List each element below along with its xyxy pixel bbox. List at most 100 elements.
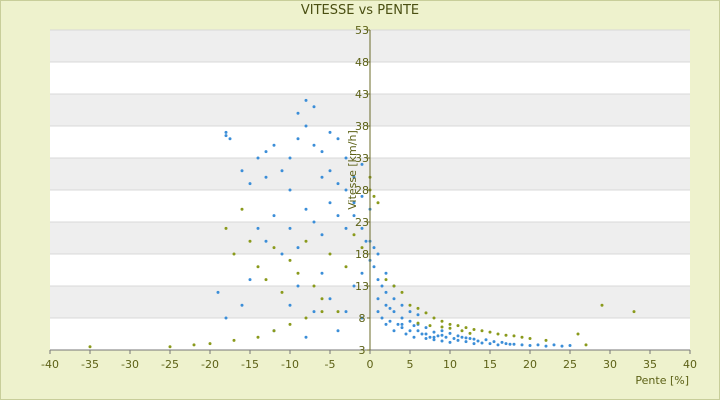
point-series-2 — [480, 329, 484, 333]
point-series-1 — [320, 175, 324, 179]
point-series-1 — [280, 169, 284, 173]
point-series-1 — [224, 134, 228, 138]
point-series-2 — [428, 324, 432, 328]
point-series-1 — [560, 344, 564, 348]
point-series-1 — [504, 342, 508, 346]
point-series-2 — [432, 316, 436, 320]
point-series-1 — [272, 143, 276, 147]
point-series-1 — [228, 137, 232, 141]
point-series-1 — [360, 194, 364, 198]
y-tick-label: 38 — [355, 120, 369, 133]
point-series-2 — [280, 290, 284, 294]
y-tick-label: 48 — [355, 56, 369, 69]
point-series-1 — [460, 335, 464, 339]
point-series-2 — [272, 329, 276, 333]
point-series-1 — [388, 319, 392, 323]
point-series-1 — [400, 322, 404, 326]
point-series-1 — [288, 188, 292, 192]
point-series-1 — [440, 329, 444, 333]
point-series-1 — [456, 338, 460, 342]
point-series-2 — [336, 310, 340, 314]
point-series-1 — [296, 246, 300, 250]
point-series-1 — [312, 143, 316, 147]
y-tick-label: 23 — [355, 216, 369, 229]
point-series-2 — [304, 239, 308, 243]
y-tick-label: 28 — [355, 184, 369, 197]
point-series-2 — [88, 345, 92, 349]
y-axis-label: Vitesse [km/h] — [346, 130, 359, 210]
point-series-1 — [488, 342, 492, 346]
point-series-1 — [508, 342, 512, 346]
point-series-1 — [248, 182, 252, 186]
x-tick-label: -30 — [121, 358, 139, 371]
x-tick-label: 10 — [443, 358, 457, 371]
y-tick-label: 43 — [355, 88, 369, 101]
point-series-1 — [448, 340, 452, 344]
point-series-1 — [344, 188, 348, 192]
point-series-1 — [360, 226, 364, 230]
point-series-1 — [424, 326, 428, 330]
point-series-1 — [412, 335, 416, 339]
point-series-1 — [384, 322, 388, 326]
point-series-2 — [264, 278, 268, 282]
point-series-1 — [384, 271, 388, 275]
point-series-1 — [248, 278, 252, 282]
point-series-1 — [352, 214, 356, 218]
point-series-1 — [296, 284, 300, 288]
point-series-2 — [504, 333, 508, 337]
point-series-2 — [488, 330, 492, 334]
point-series-2 — [376, 201, 380, 205]
point-series-1 — [428, 335, 432, 339]
point-series-1 — [360, 162, 364, 166]
point-series-1 — [392, 329, 396, 333]
point-series-1 — [272, 214, 276, 218]
point-series-1 — [364, 239, 368, 243]
point-series-1 — [512, 342, 516, 346]
point-series-1 — [496, 343, 500, 347]
point-series-1 — [320, 150, 324, 154]
point-series-1 — [312, 310, 316, 314]
x-tick-label: -15 — [241, 358, 259, 371]
point-series-1 — [500, 340, 504, 344]
point-series-2 — [448, 322, 452, 326]
point-series-2 — [288, 258, 292, 262]
point-series-1 — [436, 334, 440, 338]
point-series-2 — [460, 329, 464, 333]
point-series-1 — [264, 175, 268, 179]
point-series-2 — [312, 284, 316, 288]
point-series-1 — [424, 332, 428, 336]
point-series-1 — [304, 207, 308, 211]
point-series-2 — [440, 319, 444, 323]
point-series-2 — [528, 336, 532, 340]
point-series-2 — [472, 328, 476, 332]
point-series-1 — [448, 331, 452, 335]
point-series-2 — [392, 284, 396, 288]
point-series-1 — [372, 246, 376, 250]
point-series-1 — [408, 319, 412, 323]
point-series-2 — [304, 316, 308, 320]
point-series-1 — [224, 316, 228, 320]
point-series-2 — [256, 265, 260, 269]
point-series-1 — [452, 336, 456, 340]
point-series-1 — [328, 130, 332, 134]
point-series-2 — [296, 271, 300, 275]
point-series-1 — [256, 156, 260, 160]
point-series-1 — [520, 343, 524, 347]
point-series-2 — [344, 265, 348, 269]
x-tick-label: 40 — [683, 358, 697, 371]
point-series-1 — [544, 344, 548, 348]
point-series-2 — [520, 335, 524, 339]
point-series-2 — [224, 226, 228, 230]
point-series-1 — [400, 316, 404, 320]
point-series-1 — [416, 313, 420, 317]
point-series-1 — [480, 341, 484, 345]
x-tick-label: 30 — [603, 358, 617, 371]
point-series-2 — [448, 326, 452, 330]
point-series-1 — [336, 137, 340, 141]
point-series-1 — [412, 324, 416, 328]
point-series-1 — [224, 130, 228, 134]
point-series-2 — [632, 310, 636, 314]
point-series-1 — [336, 214, 340, 218]
point-series-2 — [468, 331, 472, 335]
point-series-2 — [372, 194, 376, 198]
